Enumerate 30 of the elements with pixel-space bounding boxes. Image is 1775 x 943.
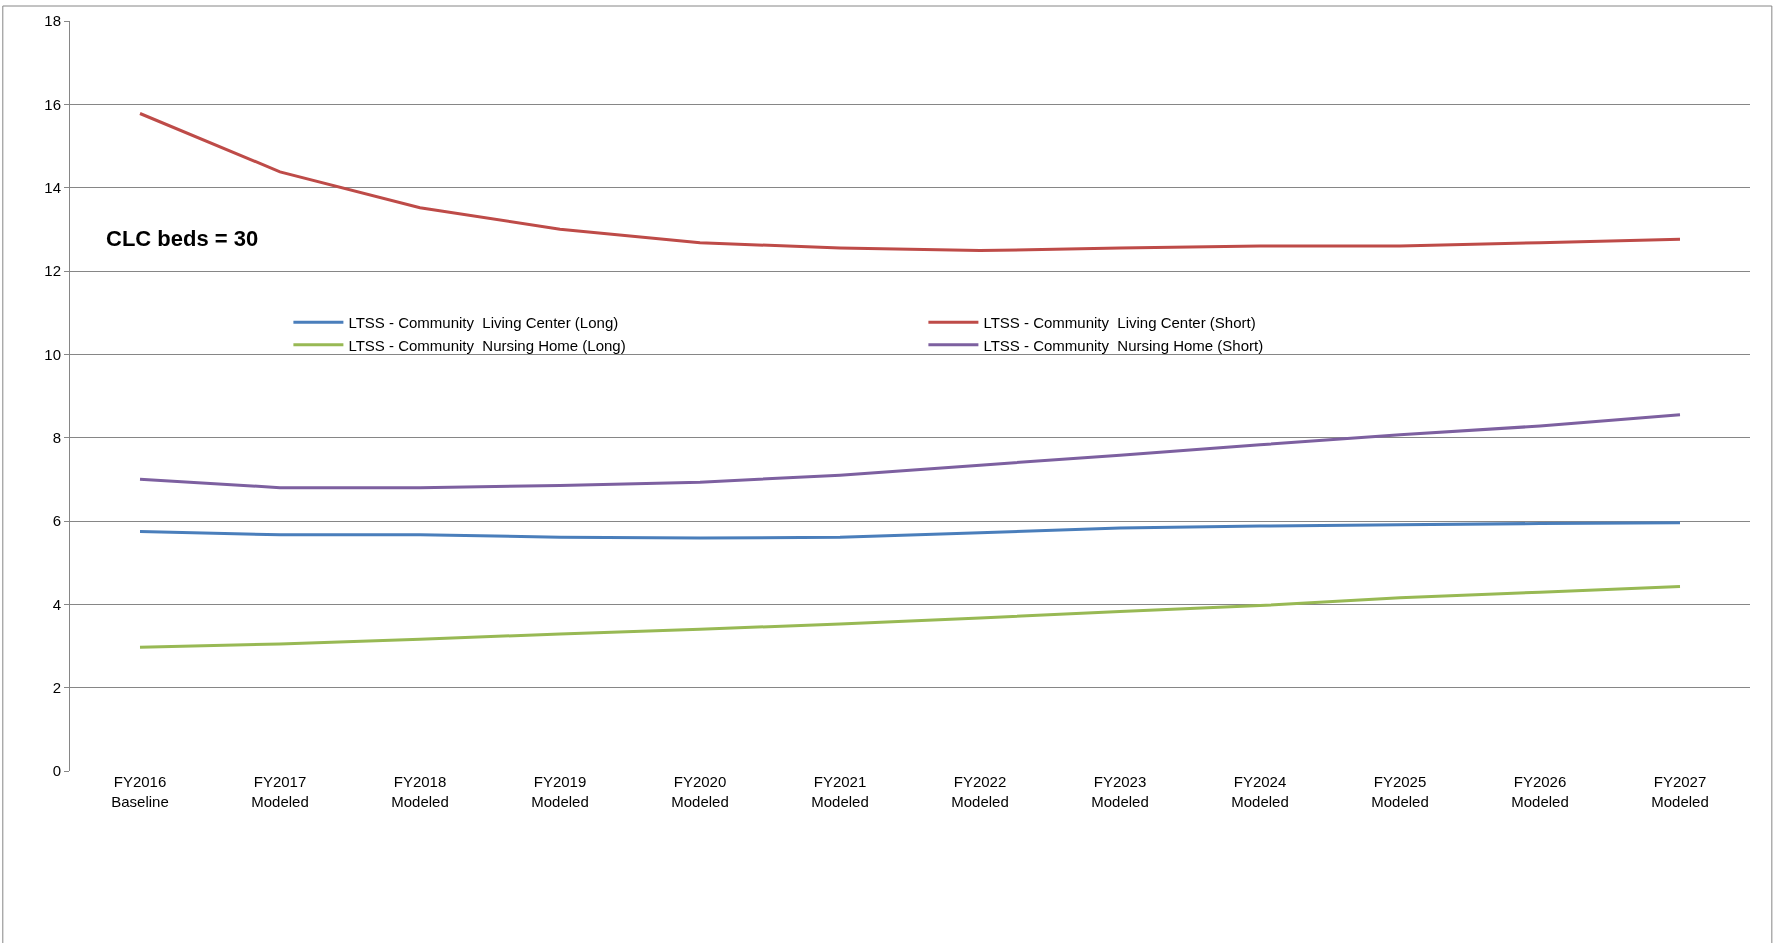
x-tick-label: FY2016 Baseline bbox=[111, 773, 169, 810]
legend-label: LTSS - Community Living Center (Long) bbox=[348, 314, 619, 332]
x-tick-label: FY2025 Modeled bbox=[1371, 773, 1429, 810]
x-tick-label: FY2024 Modeled bbox=[1231, 773, 1289, 810]
legend-label: LTSS - Community Nursing Home (Long) bbox=[348, 336, 626, 354]
x-tick-label: FY2021 Modeled bbox=[811, 773, 869, 810]
x-tick-label: FY2027 Modeled bbox=[1651, 773, 1709, 810]
x-tick-label: FY2017 Modeled bbox=[251, 773, 309, 810]
legend-label: LTSS - Community Living Center (Short) bbox=[983, 314, 1256, 332]
x-tick-label: FY2020 Modeled bbox=[671, 773, 729, 810]
y-tick-label: 6 bbox=[52, 512, 61, 530]
y-tick-label: 16 bbox=[44, 95, 61, 113]
legend-label: LTSS - Community Nursing Home (Short) bbox=[983, 336, 1264, 354]
y-tick-label: 2 bbox=[52, 678, 61, 696]
line-series bbox=[138, 521, 1682, 540]
y-tick-label: 18 bbox=[44, 12, 61, 30]
x-tick-label: FY2022 Modeled bbox=[951, 773, 1009, 810]
y-tick-label: 12 bbox=[44, 262, 61, 280]
y-tick-label: 8 bbox=[52, 428, 61, 446]
y-tick-label: 4 bbox=[52, 595, 61, 613]
line-series bbox=[138, 413, 1682, 490]
annotation: CLC beds = 30 bbox=[106, 226, 259, 251]
x-tick-label: FY2026 Modeled bbox=[1511, 773, 1569, 810]
x-tick-label: FY2018 Modeled bbox=[391, 773, 449, 810]
x-tick-label: FY2019 Modeled bbox=[531, 773, 589, 810]
line-series bbox=[138, 584, 1682, 649]
y-tick-label: 14 bbox=[44, 178, 61, 196]
x-tick-label: FY2023 Modeled bbox=[1091, 773, 1149, 810]
y-tick-label: 0 bbox=[52, 762, 61, 780]
y-tick-label: 10 bbox=[44, 345, 61, 363]
